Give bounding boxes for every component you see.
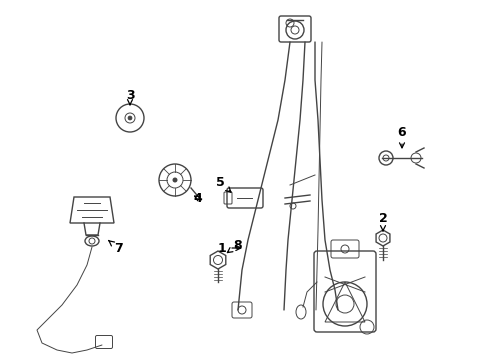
Text: 2: 2 [379, 212, 388, 231]
Text: 7: 7 [109, 240, 122, 255]
Text: 3: 3 [126, 89, 134, 105]
Text: 8: 8 [227, 239, 243, 253]
Text: 6: 6 [398, 126, 406, 148]
Text: 5: 5 [216, 176, 231, 192]
Circle shape [128, 116, 132, 120]
Text: 1: 1 [218, 242, 241, 255]
Text: 4: 4 [194, 192, 202, 204]
Circle shape [172, 177, 177, 183]
